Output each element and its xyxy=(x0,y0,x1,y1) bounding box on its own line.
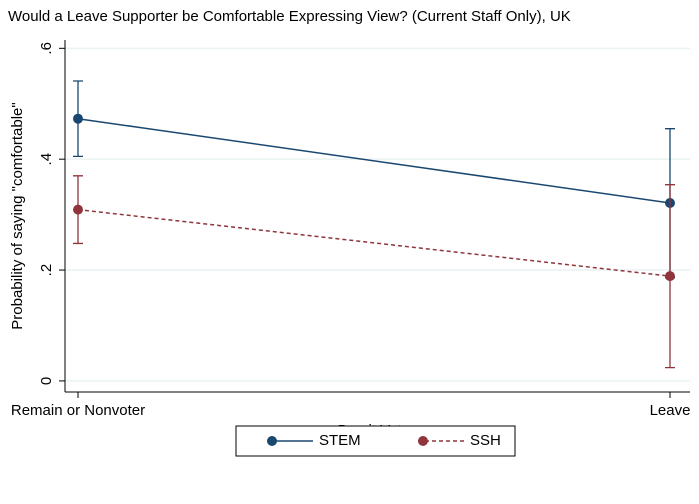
y-axis-title: Probability of saying "comfortable" xyxy=(9,102,26,329)
point xyxy=(73,113,83,124)
legend-marker xyxy=(267,436,277,446)
legend-marker xyxy=(418,436,428,446)
y-tick-label: .6 xyxy=(38,42,55,55)
y-tick-label: 0 xyxy=(38,377,55,385)
series-line xyxy=(77,208,671,277)
x-tick-label: Remain or Nonvoter xyxy=(11,402,145,419)
y-tick-label: .2 xyxy=(38,264,55,277)
legend-label: SSH xyxy=(470,432,501,449)
y-tick-label: .4 xyxy=(38,153,55,166)
chart-title: Would a Leave Supporter be Comfortable E… xyxy=(8,8,571,25)
series-line xyxy=(77,117,671,204)
x-tick-label: Leave xyxy=(650,402,691,419)
point xyxy=(73,204,83,215)
point xyxy=(665,271,675,282)
legend-label: STEM xyxy=(319,432,361,449)
